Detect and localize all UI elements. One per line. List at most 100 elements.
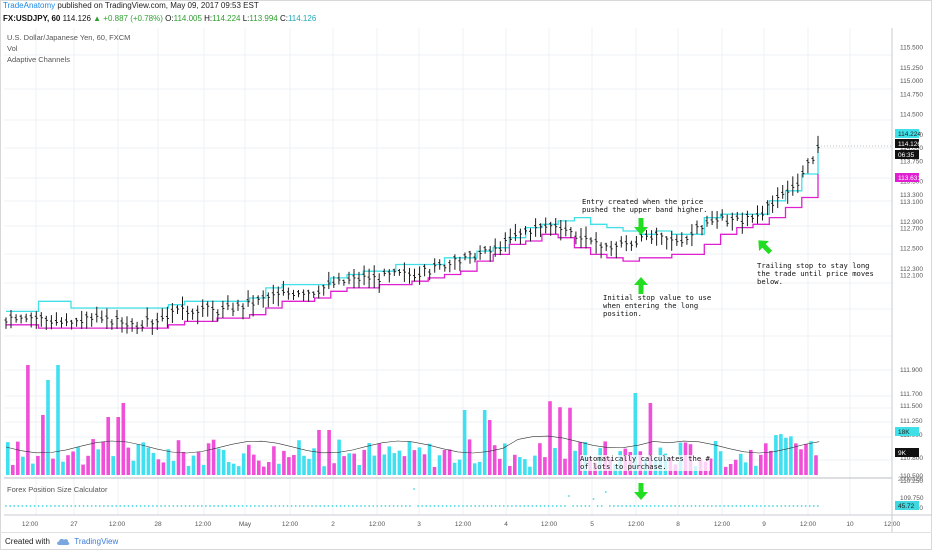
indicator-dot xyxy=(192,505,195,507)
time-axis-tick-label: 12:00 xyxy=(884,521,901,528)
indicator-dot xyxy=(376,505,379,507)
indicator-dot xyxy=(184,505,187,507)
price-axis-tick-label: 110.250 xyxy=(900,478,923,485)
price-tag-countdown: 06:35 xyxy=(898,152,915,159)
volume-bar xyxy=(191,455,196,475)
indicator-dot xyxy=(111,505,113,507)
lower-channel-line xyxy=(6,174,819,329)
time-axis-tick-label: 12:00 xyxy=(22,521,39,528)
symbol-name[interactable]: FX:USDJPY, 60 xyxy=(3,14,61,23)
indicator-dot xyxy=(392,505,395,507)
volume-bar xyxy=(156,459,161,475)
initial-stop-annotation-line: when entering the long xyxy=(603,301,699,310)
arrow-shape xyxy=(634,483,648,500)
indicator-dot xyxy=(584,505,587,507)
indicator-dot xyxy=(347,505,350,507)
indicator-dot xyxy=(307,505,309,507)
indicator-dot xyxy=(519,505,521,507)
volume-bar xyxy=(387,446,392,475)
indicator-dot xyxy=(404,505,407,507)
volume-bar xyxy=(417,447,422,475)
volume-bar xyxy=(513,454,517,475)
volume-bar xyxy=(799,449,803,475)
indicator-dot xyxy=(751,505,754,507)
indicator-dot xyxy=(564,505,566,507)
indicator-dot xyxy=(633,505,636,507)
adaptive-channels xyxy=(6,143,819,329)
indicator-dot xyxy=(723,505,725,507)
chart-title[interactable]: U.S. Dollar/Japanese Yen, 60, FXCM xyxy=(7,33,131,42)
volume-bar xyxy=(412,450,417,475)
volume-bar xyxy=(804,443,808,475)
indicator-dot xyxy=(94,505,97,507)
indicator-dot xyxy=(547,505,550,507)
arrow-shape xyxy=(634,218,648,235)
indicator-dot xyxy=(637,505,640,507)
time-axis-tick-label: 12:00 xyxy=(714,521,731,528)
high-value: 114.224 xyxy=(212,14,241,23)
volume-bar xyxy=(392,453,397,475)
volume-bar xyxy=(784,437,788,475)
indicator-dot xyxy=(498,505,501,507)
indicator-dot xyxy=(282,505,285,507)
author-link[interactable]: TradeAnatomy xyxy=(3,1,56,10)
indicator-dot xyxy=(657,505,660,507)
indicator-dot xyxy=(817,505,819,507)
volume-bar xyxy=(31,463,35,475)
indicator-dot xyxy=(812,505,815,507)
indicator-dot xyxy=(560,505,562,507)
volume-bar xyxy=(16,441,20,475)
indicator-dot xyxy=(800,505,803,507)
volume-bar xyxy=(307,458,311,475)
indicator-dot xyxy=(759,505,762,507)
entry-annotation: Entry created when the price pushed the … xyxy=(582,198,708,214)
time-axis-tick-label: 12:00 xyxy=(282,521,299,528)
indicator-dot xyxy=(123,505,126,507)
price-bars xyxy=(4,135,820,335)
volume-bar xyxy=(749,449,753,475)
volume-bar xyxy=(713,441,718,475)
indicator-dot xyxy=(294,505,297,507)
indicator-dot xyxy=(107,505,109,507)
price-tag-bg xyxy=(895,501,919,510)
volume-bar xyxy=(457,459,462,475)
indicator-dot xyxy=(441,505,444,507)
volume-bar xyxy=(302,455,306,475)
volume-bar xyxy=(738,453,743,475)
close-value: 114.126 xyxy=(287,14,317,23)
indicator-dot xyxy=(98,505,101,507)
price-axis-tick-label: 112.700 xyxy=(900,226,923,233)
volume-bar xyxy=(568,407,572,475)
tradingview-brand[interactable]: TradingView xyxy=(74,537,119,546)
indicator-legend[interactable]: Forex Position Size Calculator xyxy=(7,485,108,494)
volume-bar xyxy=(81,464,85,475)
volume-bar xyxy=(543,457,547,475)
volume-bar xyxy=(292,455,296,475)
indicator-dot xyxy=(82,505,85,507)
indicator-dot xyxy=(213,505,216,507)
indicator-dot xyxy=(506,505,509,507)
time-axis-tick-label: 12:00 xyxy=(109,521,126,528)
volume-bar xyxy=(789,436,793,475)
indicator-dot xyxy=(417,505,419,507)
vol-legend[interactable]: Vol xyxy=(7,44,18,53)
last-price: 114.126 xyxy=(62,14,91,23)
indicator-dot xyxy=(78,505,81,507)
indicator-dot xyxy=(592,498,595,500)
indicator-dot xyxy=(678,505,681,507)
open-label: O: xyxy=(165,14,174,23)
publish-line: TradeAnatomy published on TradingView.co… xyxy=(3,1,259,10)
indicator-dot xyxy=(445,505,448,507)
indicator-dot xyxy=(613,505,615,507)
indicator-dot xyxy=(776,505,778,507)
volume-bar xyxy=(282,450,286,475)
volume-bar xyxy=(312,448,316,475)
indicator-dot xyxy=(278,505,281,507)
indicator-dot xyxy=(388,505,391,507)
indicator-dot xyxy=(649,505,652,507)
volume-bar xyxy=(518,457,522,475)
channels-legend[interactable]: Adaptive Channels xyxy=(7,55,70,64)
volume-bar xyxy=(397,450,402,475)
indicator-dot xyxy=(710,505,713,507)
